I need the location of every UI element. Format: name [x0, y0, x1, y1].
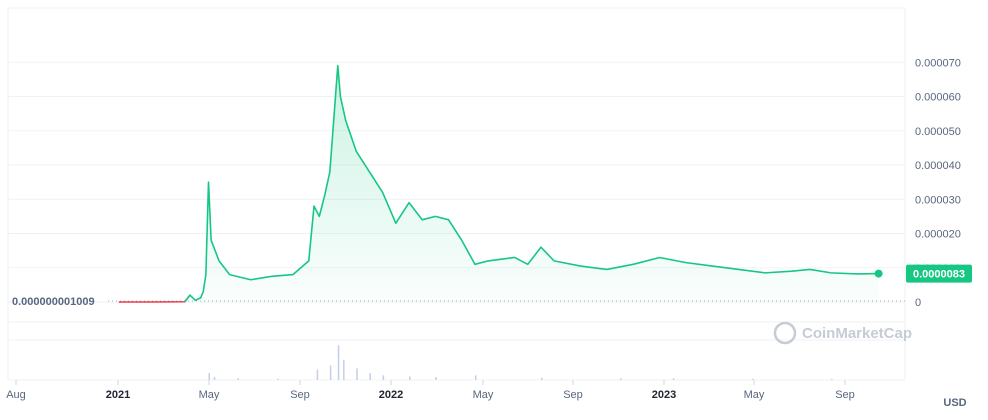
x-tick-label: May [199, 389, 220, 401]
currency-label: USD [943, 397, 966, 409]
y-tick-label: 0.000020 [915, 229, 961, 241]
current-price-dot [874, 269, 883, 278]
x-tick-label: Sep [290, 389, 310, 401]
volume-bar [672, 378, 675, 380]
x-tick-label: Sep [835, 389, 855, 401]
volume-bar [277, 378, 279, 380]
volume-bar [343, 359, 345, 380]
price-area-fill [184, 65, 879, 302]
volume-bar [540, 377, 543, 380]
x-tick-label: Aug [6, 389, 26, 401]
x-tick-label: May [473, 389, 494, 401]
volume-bar [409, 376, 411, 380]
y-tick-label: 0.000040 [915, 160, 961, 172]
y-tick-label: 0.000030 [915, 194, 961, 206]
volume-bar [237, 378, 240, 380]
price-line-below-reference [118, 294, 191, 303]
volume-bar [435, 377, 437, 380]
x-tick-label: 2021 [106, 389, 130, 401]
volume-bar [329, 365, 332, 380]
volume-bar [751, 378, 754, 380]
y-tick-label: 0.000070 [915, 57, 961, 69]
volume-bar [620, 378, 622, 380]
volume-bar [316, 369, 319, 380]
watermark-text: CoinMarketCap [802, 325, 912, 342]
price-line [184, 64, 879, 303]
volume-bar [474, 375, 477, 380]
y-tick-label: 0 [915, 297, 921, 309]
current-price-label: 0.0000083 [913, 269, 965, 281]
plot-frame [7, 7, 906, 381]
watermark: CoinMarketCap [773, 321, 912, 345]
volume-bar [208, 373, 211, 380]
current-price-badge [906, 264, 972, 283]
volume-bar [356, 368, 358, 380]
coinmarketcap-logo-icon [773, 321, 797, 345]
y-tick-label: 0.000050 [915, 126, 961, 138]
x-tick-label: May [744, 389, 765, 401]
volume-bar [213, 377, 216, 380]
volume-bar [831, 378, 833, 380]
y-tick-label: 0.000060 [915, 92, 961, 104]
volume-bar [382, 375, 385, 380]
x-tick-label: Sep [563, 389, 583, 401]
volume-bar [369, 373, 371, 380]
x-tick-label: 2022 [379, 389, 403, 401]
x-tick-label: 2023 [652, 389, 676, 401]
reference-value-label: 0.000000001009 [12, 296, 95, 308]
volume-bar [337, 345, 340, 380]
